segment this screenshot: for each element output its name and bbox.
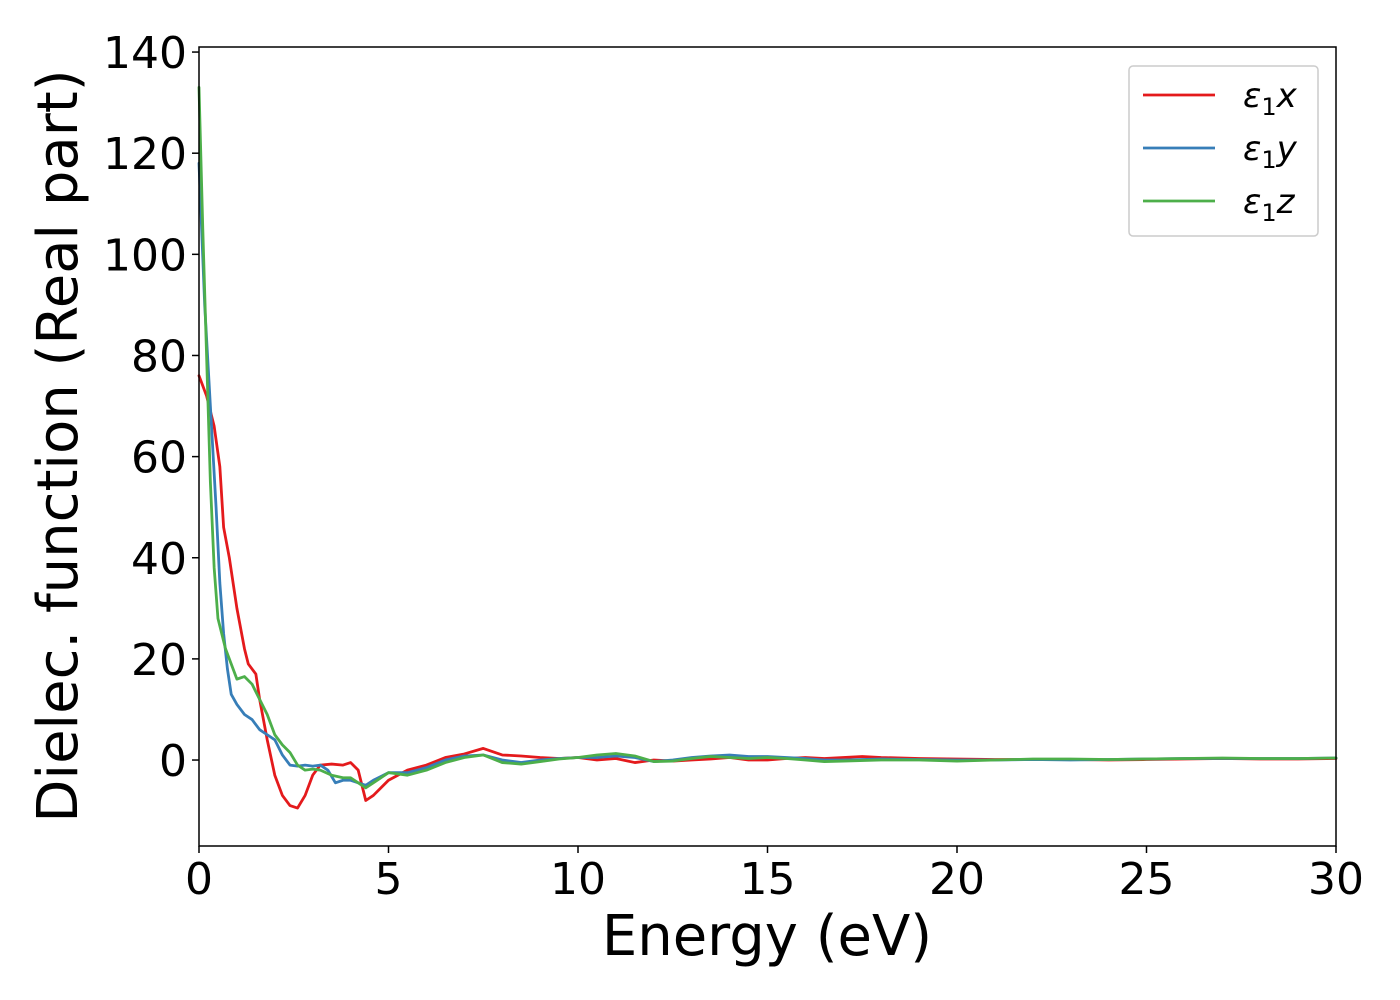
x-tick-label: 0 — [185, 854, 213, 905]
x-axis-label: Energy (eV) — [602, 904, 932, 969]
y-tick-label: 0 — [159, 736, 187, 787]
y-tick-label: 80 — [131, 331, 187, 382]
legend-box — [1128, 65, 1319, 237]
y-tick-label: 20 — [131, 635, 187, 686]
y-tick-label: 100 — [103, 230, 187, 281]
series-layer — [197, 86, 1338, 810]
y-axis: 0 20 40 60 80 100 120 140 — [103, 28, 199, 787]
x-tick-label: 15 — [740, 854, 796, 905]
x-tick-label: 5 — [375, 854, 403, 905]
x-tick-label: 30 — [1308, 854, 1364, 905]
legend-label-y: ε1y — [1243, 129, 1298, 174]
y-tick-label: 40 — [131, 534, 187, 585]
y-tick-label: 60 — [131, 433, 187, 484]
series-line-z — [197, 86, 1338, 790]
y-tick-label: 120 — [103, 129, 187, 180]
legend: ε1x ε1y ε1z — [1128, 65, 1319, 237]
y-axis-label: Dielec. function (Real part) — [26, 69, 91, 822]
x-axis: 0 5 10 15 20 25 30 — [185, 846, 1364, 905]
y-tick-label: 140 — [103, 28, 187, 79]
x-tick-label: 25 — [1119, 854, 1175, 905]
x-tick-label: 20 — [929, 854, 985, 905]
legend-label-z: ε1z — [1243, 182, 1296, 227]
x-tick-label: 10 — [550, 854, 606, 905]
legend-label-x: ε1x — [1243, 76, 1298, 121]
